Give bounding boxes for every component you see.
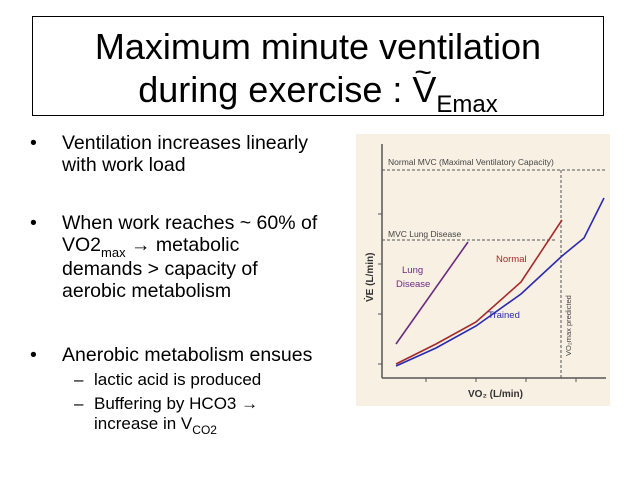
bullet-1-line1: Ventilation increases linearly <box>62 132 309 154</box>
ventilation-chart: Normal MVC (Maximal Ventilatory Capacity… <box>356 134 610 406</box>
trained-series-label: Trained <box>488 310 520 321</box>
bullet-dot: • <box>30 212 37 234</box>
bullet-2-line4: aerobic metabolism <box>62 280 232 302</box>
ve-symbol: ~ V <box>412 56 437 110</box>
ve-letter: V <box>412 69 437 110</box>
sub-bullet-2-line2: increase in VCO2 <box>94 414 217 437</box>
bullet-dot: • <box>30 344 37 366</box>
lung-disease-line <box>395 241 469 345</box>
lung-disease-label-2: Disease <box>396 279 430 290</box>
trained-line <box>395 197 605 367</box>
bullet-3-line1: Anerobic metabolism ensues <box>62 344 313 366</box>
vo2-subscript: max <box>101 245 126 260</box>
slide-title-line2: during exercise : ~ VEmax <box>33 56 603 118</box>
y-axis-title: V̇E (L/min) <box>364 253 376 302</box>
vo2max-predicted-label: VO₂max predicted <box>564 295 573 356</box>
vco2-text: increase in V <box>94 414 193 433</box>
bullet-2-line2-post: → metabolic <box>125 234 240 256</box>
bullet-2-line3: demands > capacity of <box>62 258 258 280</box>
dash-mark: – <box>74 394 84 413</box>
slide-title-line1: Maximum minute ventilation <box>94 26 542 67</box>
title-box: Maximum minute ventilation during exerci… <box>32 16 604 118</box>
ve-subscript: Emax <box>436 91 498 118</box>
sub-bullet-1-text: lactic acid is produced <box>94 370 262 389</box>
bullet-1-line2: with work load <box>62 154 186 176</box>
normal-series-label: Normal <box>496 254 527 265</box>
dash-mark: – <box>74 370 84 389</box>
normal-mvc-label: Normal MVC (Maximal Ventilatory Capacity… <box>388 157 554 167</box>
vo2-text: VO2 <box>62 234 102 256</box>
bullet-2-line1: When work reaches ~ 60% of <box>62 212 318 234</box>
ve-tilde: ~ <box>414 56 432 89</box>
chart-svg: Normal MVC (Maximal Ventilatory Capacity… <box>364 144 606 400</box>
slide-title-prefix: during exercise : <box>138 69 413 110</box>
bullet-dot: • <box>30 132 37 154</box>
x-axis-title: VO₂ (L/min) <box>468 389 523 400</box>
lung-disease-label-1: Lung <box>402 265 423 276</box>
lung-mvc-label: MVC Lung Disease <box>388 229 462 239</box>
normal-line <box>395 219 563 365</box>
sub-bullet-2-line1: Buffering by HCO3 → <box>94 394 259 413</box>
bullet-2-line2: VO2max → metabolic <box>62 234 240 260</box>
vco2-subscript: CO2 <box>192 423 217 437</box>
